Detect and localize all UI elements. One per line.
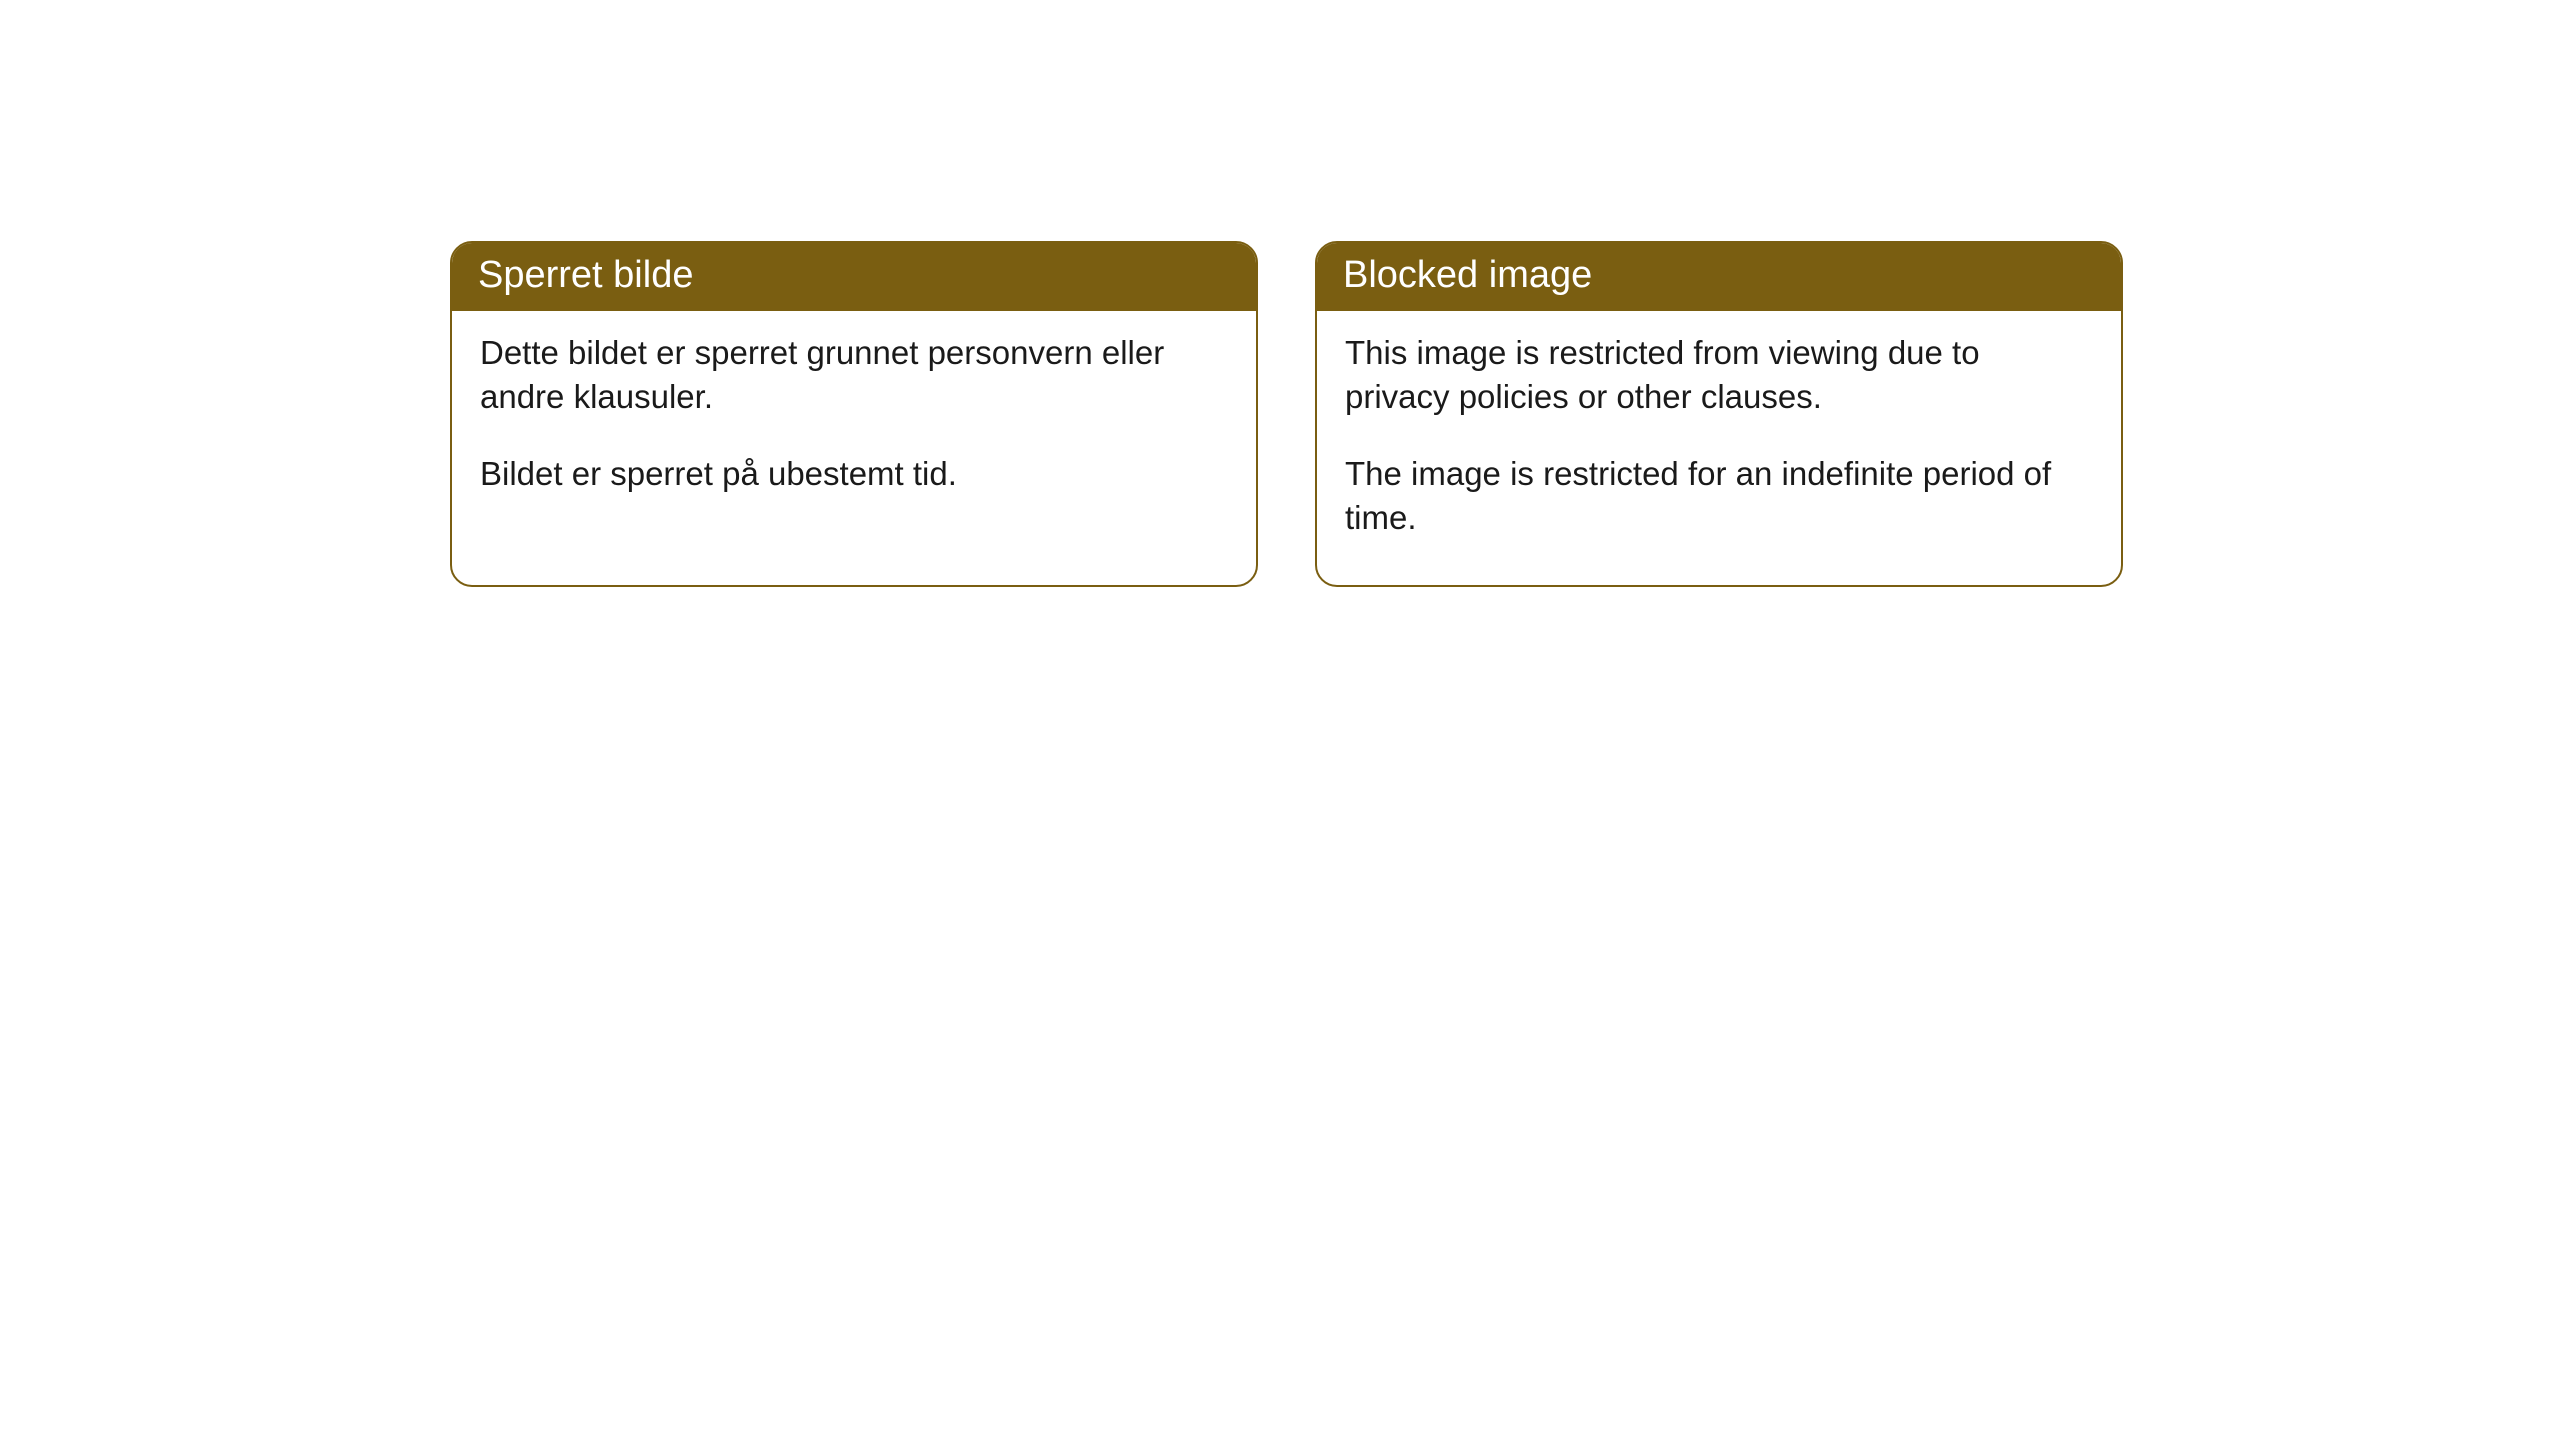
card-paragraph-1: Dette bildet er sperret grunnet personve… xyxy=(480,331,1228,420)
notice-cards-container: Sperret bilde Dette bildet er sperret gr… xyxy=(450,241,2123,587)
card-header: Blocked image xyxy=(1317,243,2121,311)
card-paragraph-2: Bildet er sperret på ubestemt tid. xyxy=(480,452,1228,497)
blocked-image-card-english: Blocked image This image is restricted f… xyxy=(1315,241,2123,587)
card-paragraph-2: The image is restricted for an indefinit… xyxy=(1345,452,2093,541)
card-paragraph-1: This image is restricted from viewing du… xyxy=(1345,331,2093,420)
card-body: This image is restricted from viewing du… xyxy=(1317,311,2121,585)
card-header: Sperret bilde xyxy=(452,243,1256,311)
blocked-image-card-norwegian: Sperret bilde Dette bildet er sperret gr… xyxy=(450,241,1258,587)
card-title: Sperret bilde xyxy=(478,254,693,296)
card-body: Dette bildet er sperret grunnet personve… xyxy=(452,311,1256,541)
card-title: Blocked image xyxy=(1343,254,1592,296)
